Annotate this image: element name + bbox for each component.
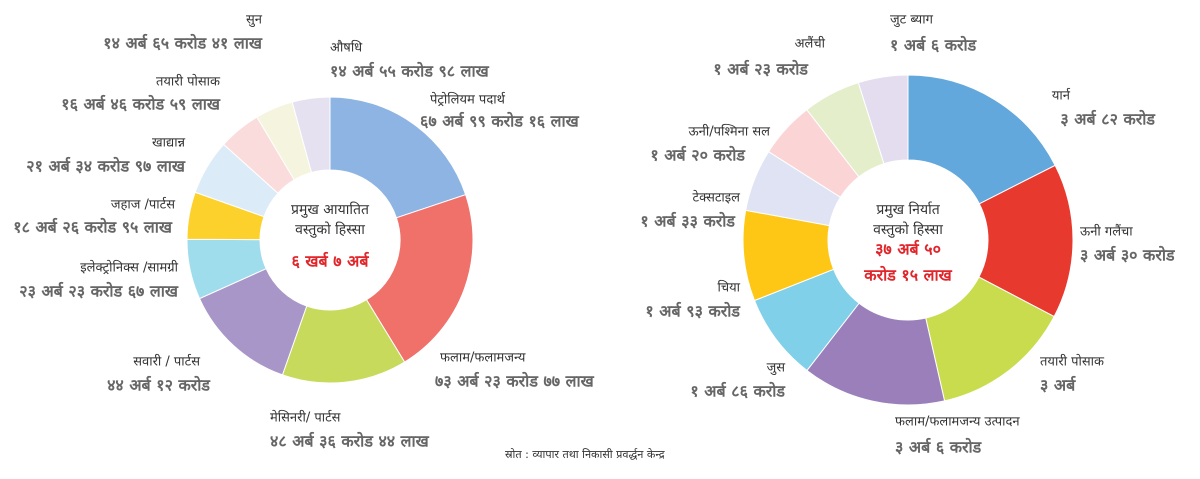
slice-value: १४ अर्ब ५५ करोड ९८ लाख	[330, 62, 490, 81]
slice-name: अलैंची	[795, 36, 826, 52]
center-title: प्रमुख निर्यात वस्तुको हिस्सा	[873, 201, 943, 238]
slice-name: फलाम/फलामजन्य	[440, 351, 526, 366]
slice-value: ३ अर्ब ६ करोड	[895, 438, 983, 457]
slice-name: ऊनी/पश्मिना सल	[688, 124, 770, 140]
slice-value: १४ अर्ब ६५ करोड ४१ लाख	[103, 34, 263, 53]
slice-value: १८ अर्ब २६ करोड ९५ लाख	[13, 218, 173, 237]
slice-name: जुट ब्याग	[890, 13, 934, 28]
source: स्रोत : व्यापार तथा निकासी प्रवर्द्धन के…	[505, 448, 665, 461]
slice-name: सुन	[246, 13, 263, 28]
slice-name: टेक्सटाइल	[693, 190, 741, 206]
slice-value: १६ अर्ब ४६ करोड ५९ लाख	[61, 95, 221, 114]
slice-value: ४८ अर्ब ३६ करोड ४४ लाख	[270, 432, 430, 451]
slice-name: औषधि	[330, 40, 363, 56]
slice-value: ३ अर्ब ३० करोड	[1080, 246, 1176, 265]
slice-name: तयारी पोसाक	[1040, 354, 1105, 370]
center-total: करोड १५ लाख	[863, 266, 952, 285]
center-total: ६ खर्ब ७ अर्ब	[292, 252, 370, 271]
slice-name: यार्न	[1052, 88, 1071, 104]
slice-value: ७३ अर्ब २३ करोड ७७ लाख	[435, 372, 595, 391]
slice-name: जुस	[767, 361, 786, 376]
slice-value: १ अर्ब २० करोड	[650, 146, 746, 165]
slice-value: २३ अर्ब २३ करोड ६७ लाख	[19, 282, 179, 301]
slice-name: इलेक्ट्रोनिक्स /सामग्री	[80, 260, 178, 276]
slice-value: ३ अर्ब	[1040, 376, 1076, 395]
slice-value: २१ अर्ब ३४ करोड ९७ लाख	[26, 157, 186, 176]
slice-name: तयारी पोसाक	[156, 74, 221, 90]
slice-name: खाद्यान्न	[152, 136, 186, 151]
slice-name: सवारी / पार्टस	[133, 354, 200, 370]
slice-name: फलाम/फलामजन्य उत्पादन	[895, 415, 1020, 430]
slice	[365, 194, 474, 363]
slice-value: १ अर्ब ६ करोड	[890, 36, 978, 55]
slice	[857, 74, 909, 165]
slice-value: १ अर्ब ९३ करोड	[645, 302, 741, 321]
slice-value: ६७ अर्ब ९९ करोड १६ लाख	[420, 112, 580, 131]
slice-name: मेसिनरी/ पार्टस	[270, 410, 341, 426]
slice-value: १ अर्ब ८६ करोड	[690, 382, 786, 401]
slice	[907, 74, 1056, 205]
center-total: ३७ अर्ब ५०	[875, 240, 941, 259]
slice-name: चिया	[717, 280, 740, 296]
slice-value: १ अर्ब ३३ करोड	[640, 212, 736, 231]
slice-value: ३ अर्ब ८२ करोड	[1060, 110, 1156, 129]
slice-name: जहाज /पार्टस	[111, 197, 175, 213]
slice-value: ४४ अर्ब १२ करोड	[107, 376, 211, 395]
center-title: प्रमुख आयातित वस्तुको हिस्सा	[291, 201, 370, 238]
slice	[329, 96, 467, 219]
slice-name: पेट्रोलियम पदार्थ	[430, 92, 506, 108]
slice	[291, 96, 331, 174]
slice-value: १ अर्ब २३ करोड	[713, 60, 809, 79]
slice-name: ऊनी गलैंचा	[1080, 224, 1133, 240]
